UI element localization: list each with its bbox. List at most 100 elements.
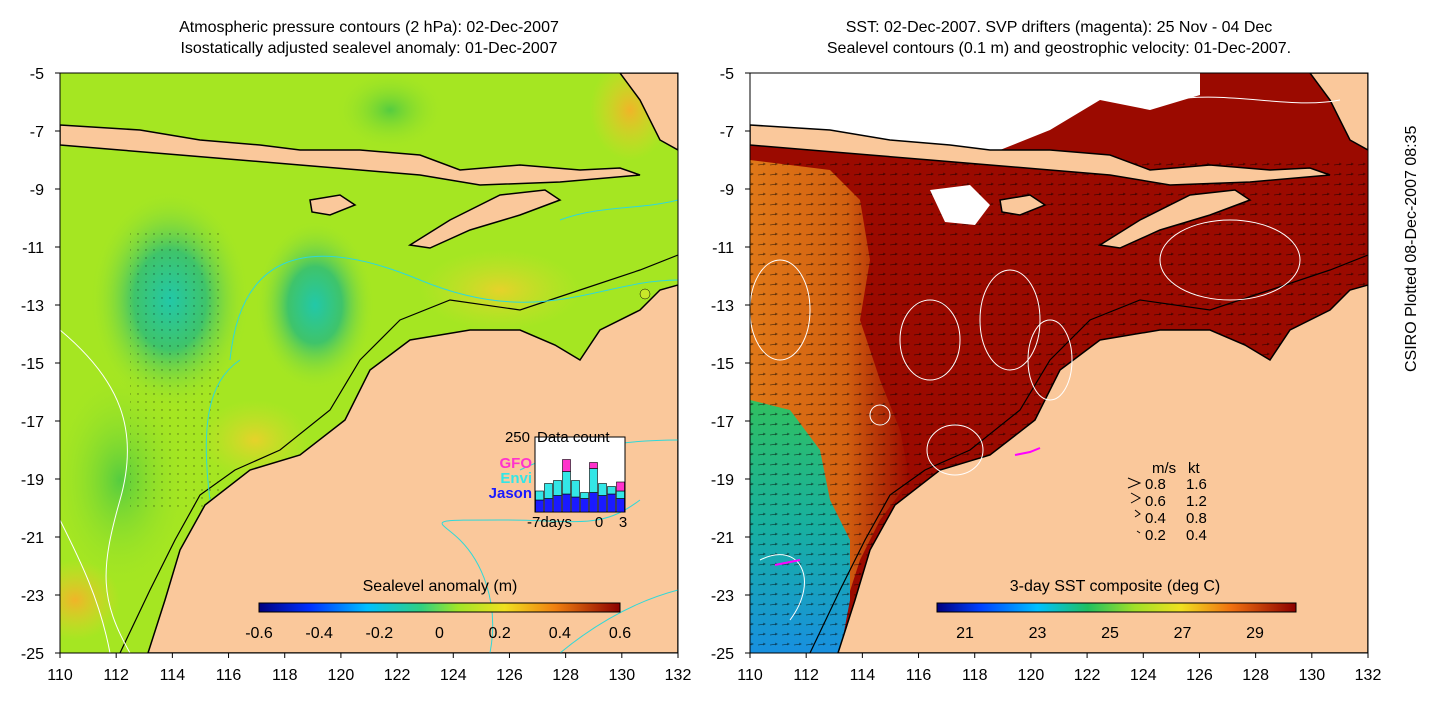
inset-bar-envi	[535, 490, 544, 501]
sla-colorbar-tick-label: -0.4	[305, 625, 333, 642]
sst-colorbar-tick-label: 27	[1174, 625, 1192, 642]
inset-bar-jason	[616, 498, 625, 513]
right-timor-island	[1097, 189, 1252, 249]
sst-colorbar-ticks: 21 23 25 27 29	[956, 625, 1264, 642]
right-y-tick-label: -25	[711, 646, 734, 663]
inset-bar-envi	[571, 480, 580, 498]
sealevel-contour-2	[979, 269, 1041, 371]
left-x-tick-label: 128	[552, 667, 579, 684]
inset-bar-envi	[562, 471, 571, 495]
cloud-mask-patch	[930, 185, 990, 225]
white-contour-2	[60, 519, 111, 653]
left-y-tick-label: -17	[21, 414, 44, 431]
velocity-arrow-02	[1136, 530, 1141, 534]
right-x-tick-label: 132	[1355, 667, 1382, 684]
sst-colorbar-tick-label: 23	[1029, 625, 1047, 642]
right-y-tick-label: -17	[711, 414, 734, 431]
sla-colorbar-ticks: -0.6 -0.4 -0.2 0 0.2 0.4 0.6	[245, 625, 631, 642]
inset-bar-jason	[535, 499, 544, 513]
left-northern-islands	[619, 73, 678, 151]
sla-colorbar-tick-label: 0.4	[549, 625, 571, 642]
right-map	[750, 73, 1368, 653]
left-x-tick-label: 118	[272, 667, 298, 684]
right-australia-land	[837, 284, 1368, 653]
sst-colorbar-tick-label: 25	[1101, 625, 1119, 642]
right-x-tick-label: 120	[1018, 667, 1045, 684]
inset-bar-jason	[544, 498, 553, 513]
left-x-tick-label: 110	[47, 667, 73, 684]
left-y-tick-label: -7	[30, 124, 44, 141]
sealevel-contour-7	[869, 404, 891, 426]
white-contour-1	[60, 329, 131, 653]
left-x-tick-label: 130	[608, 667, 635, 684]
right-title-line1: SST: 02-Dec-2007. SVP drifters (magenta)…	[845, 19, 1273, 36]
right-x-tick-label: 122	[1074, 667, 1101, 684]
pressure-contour-4	[559, 589, 678, 653]
right-title-line2: Sealevel contours (0.1 m) and geostrophi…	[826, 40, 1292, 57]
left-y-tick-label: -23	[21, 588, 44, 605]
inset-bar-jason	[580, 498, 589, 513]
right-x-tick-label: 128	[1242, 667, 1269, 684]
inset-x-tick: -7days	[527, 514, 572, 531]
sla-colorbar	[258, 602, 621, 613]
velocity-legend-kt: 0.8	[1186, 510, 1207, 527]
sla-colorbar-tick-label: -0.6	[245, 625, 273, 642]
sla-colorbar-tick-label: -0.2	[366, 625, 394, 642]
sla-colorbar-tick-label: 0	[435, 625, 444, 642]
right-x-tick-label: 118	[962, 667, 988, 684]
left-y-tick-label: -13	[21, 298, 44, 315]
right-y-tick-label: -9	[720, 182, 734, 199]
sla-anomaly-high-1	[60, 560, 120, 640]
velocity-legend-rows: 0.8 1.60.6 1.20.4 0.80.2 0.4	[1145, 476, 1207, 544]
inset-bar-gfo	[589, 462, 598, 469]
sealevel-contour-3	[926, 424, 984, 476]
sealevel-contours	[750, 96, 1341, 621]
inset-bar-envi	[553, 480, 562, 496]
left-x-tick-label: 116	[216, 667, 242, 684]
inset-bar-gfo	[562, 459, 571, 472]
right-y-tick-label: -13	[711, 298, 734, 315]
left-title: Atmospheric pressure contours (2 hPa): 0…	[60, 17, 678, 59]
inset-legend-envi: Envi	[500, 470, 532, 487]
left-title-line1: Atmospheric pressure contours (2 hPa): 0…	[179, 19, 559, 36]
right-x-tick-label: 114	[850, 667, 876, 684]
right-y-tick-label: -15	[711, 356, 734, 373]
inset-bar-envi	[616, 490, 625, 499]
sla-anomaly-low-north	[335, 73, 445, 150]
right-x-tick-label: 124	[1130, 667, 1157, 684]
right-y-tick-label: -19	[711, 472, 734, 489]
pressure-contour-6	[559, 199, 678, 221]
left-x-tick-label: 112	[103, 667, 129, 684]
sealevel-contour-9	[1169, 96, 1341, 104]
left-title-line2: Isostatically adjusted sealevel anomaly:…	[180, 40, 558, 57]
velocity-arrow-08	[1127, 477, 1142, 489]
velocity-arrow-06	[1130, 492, 1142, 504]
left-y-tick-label: -25	[21, 646, 44, 663]
sealevel-contour-5	[1027, 319, 1073, 401]
right-x-tick-label: 112	[793, 667, 819, 684]
inset-bar-jason	[598, 495, 607, 513]
velocity-legend-ms: 0.4	[1145, 510, 1166, 527]
sst-colorbar-label: 3-day SST composite (deg C)	[1010, 578, 1220, 595]
left-y-tick-label: -11	[22, 240, 44, 257]
inset-bar-envi	[598, 483, 607, 496]
velocity-legend-ms: 0.8	[1145, 476, 1166, 493]
sealevel-contour-6	[750, 259, 811, 361]
sla-anomaly-high-4	[420, 250, 580, 330]
csiro-plotted-label: CSIRO Plotted 08-Dec-2007 08:35	[1403, 125, 1420, 372]
right-y-tick-label: -5	[720, 66, 734, 83]
right-y-tick-label: -21	[711, 530, 734, 547]
velocity-legend-ms-header: m/s	[1152, 460, 1176, 477]
left-australia-land	[147, 284, 678, 653]
right-x-tick-label: 116	[906, 667, 932, 684]
left-map	[60, 73, 678, 653]
sla-anomaly-low-center	[255, 220, 375, 390]
inset-bar-jason	[589, 492, 598, 513]
right-java-islands	[750, 124, 1331, 186]
inset-x-tick: 3	[619, 514, 627, 531]
velocity-legend-ms: 0.6	[1145, 493, 1166, 510]
drifter-track-2	[774, 559, 801, 566]
inset-bar-envi	[607, 486, 616, 495]
left-x-tick-label: 126	[496, 667, 523, 684]
